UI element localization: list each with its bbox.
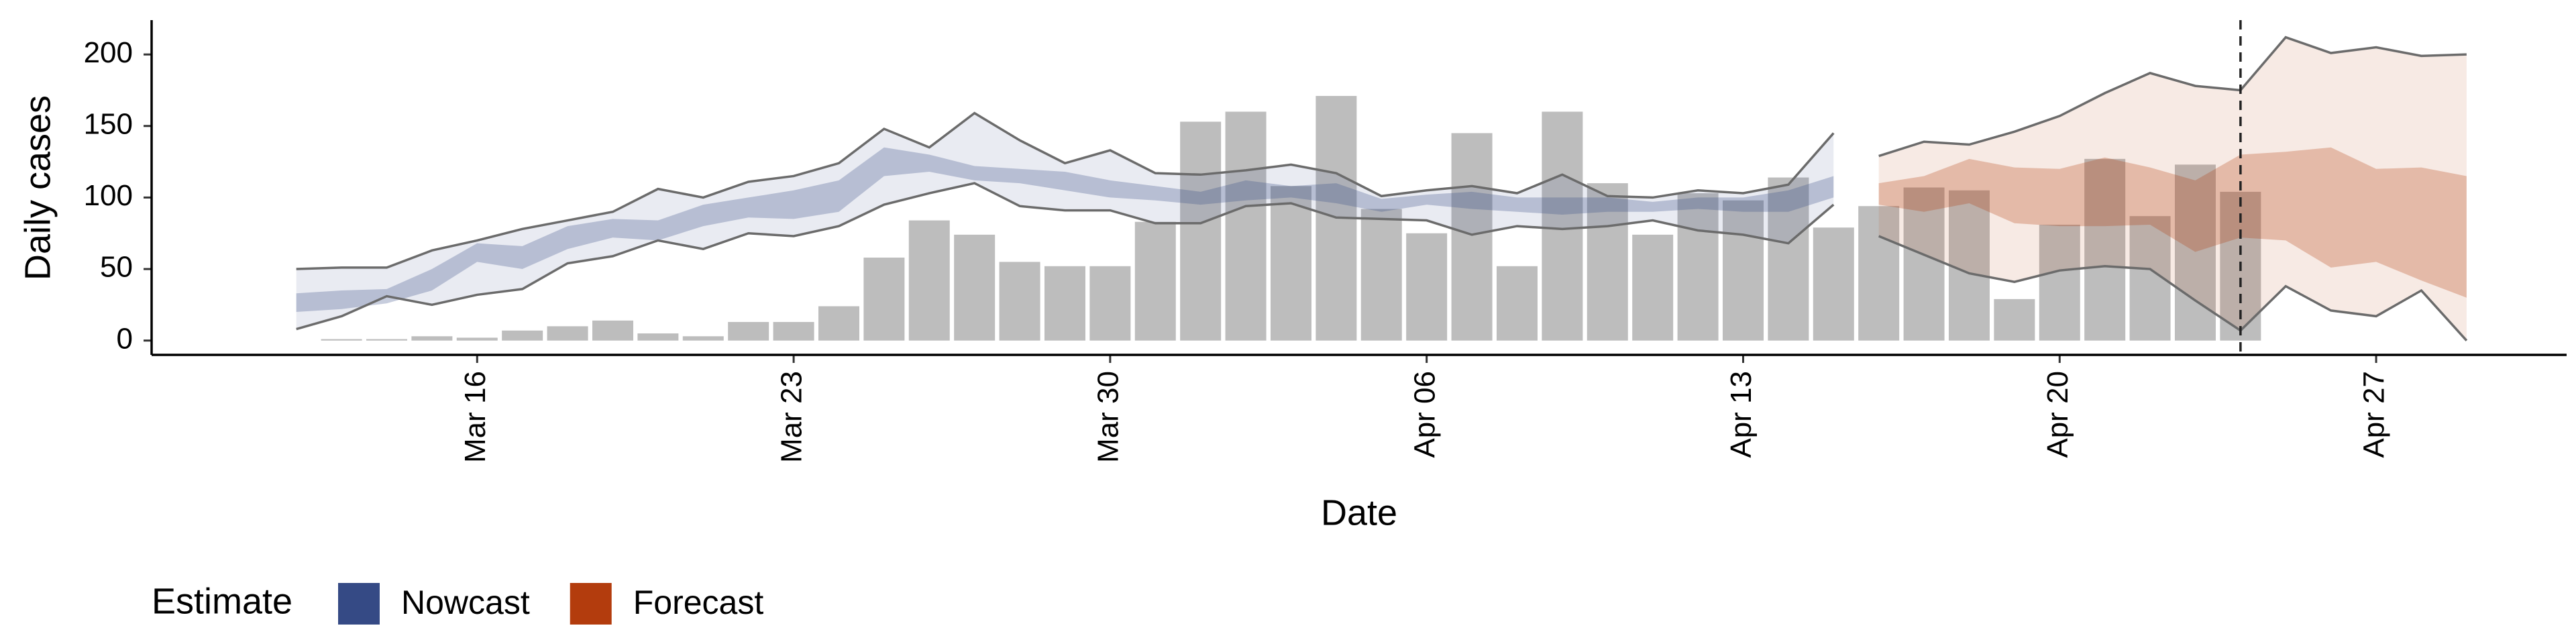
bar bbox=[1134, 221, 1176, 341]
bar bbox=[1903, 187, 1945, 341]
bar bbox=[637, 333, 679, 341]
bar bbox=[1406, 233, 1448, 341]
bar bbox=[999, 262, 1040, 341]
band-50 bbox=[1878, 147, 2467, 298]
bar bbox=[1225, 111, 1267, 341]
bar bbox=[1677, 193, 1719, 341]
y-tick-label: 100 bbox=[84, 179, 133, 212]
band-50 bbox=[296, 147, 1834, 313]
interval-line bbox=[1878, 36, 2467, 158]
bar bbox=[1948, 190, 1990, 341]
bar bbox=[1451, 133, 1493, 341]
y-tick-label: 0 bbox=[117, 322, 133, 355]
bar bbox=[592, 320, 633, 341]
interval-line bbox=[296, 182, 1835, 331]
bar bbox=[863, 257, 905, 341]
bar bbox=[1180, 121, 1222, 341]
bar bbox=[1813, 227, 1854, 341]
bar bbox=[2174, 164, 2216, 341]
x-axis-title: Date bbox=[1321, 492, 1397, 533]
x-tick-label: Mar 16 bbox=[459, 371, 492, 463]
bar bbox=[908, 220, 950, 341]
legend-label: Forecast bbox=[633, 584, 764, 621]
bar bbox=[682, 336, 724, 341]
bar bbox=[954, 234, 996, 341]
bar bbox=[1360, 209, 1402, 341]
bar bbox=[1632, 234, 1674, 341]
bar bbox=[502, 330, 543, 341]
band-90 bbox=[296, 113, 1834, 329]
bar bbox=[366, 339, 407, 341]
y-tick-label: 50 bbox=[100, 251, 133, 284]
bar bbox=[2039, 224, 2080, 341]
bar bbox=[1089, 266, 1131, 341]
y-tick-label: 200 bbox=[84, 36, 133, 69]
y-axis-title: Daily cases bbox=[17, 95, 58, 280]
x-tick-label: Mar 23 bbox=[775, 371, 808, 463]
x-tick-label: Apr 27 bbox=[2358, 371, 2391, 458]
bar bbox=[456, 337, 498, 341]
bar bbox=[1768, 177, 1809, 341]
bar bbox=[1722, 200, 1764, 341]
x-tick-label: Apr 20 bbox=[2041, 371, 2074, 458]
interval-line bbox=[296, 111, 1835, 270]
bar bbox=[1858, 206, 1900, 341]
legend-title: Estimate bbox=[152, 581, 292, 621]
bar bbox=[321, 339, 362, 341]
bar bbox=[1270, 186, 1311, 341]
bar bbox=[1496, 266, 1538, 341]
band-90 bbox=[1878, 37, 2467, 341]
bar bbox=[818, 306, 859, 341]
bar bbox=[1994, 299, 2035, 341]
bar bbox=[2084, 158, 2126, 341]
x-tick-label: Apr 06 bbox=[1408, 371, 1441, 458]
bar bbox=[411, 336, 453, 341]
x-tick-label: Apr 13 bbox=[1725, 371, 1758, 458]
legend-swatch bbox=[570, 583, 612, 625]
legend-swatch bbox=[338, 583, 380, 625]
bar bbox=[547, 326, 588, 341]
legend-label: Nowcast bbox=[401, 584, 530, 621]
y-tick-label: 150 bbox=[84, 107, 133, 140]
bar bbox=[728, 321, 769, 341]
bar bbox=[1587, 183, 1628, 341]
interval-line bbox=[1878, 235, 2468, 341]
bar bbox=[1044, 266, 1085, 341]
bar bbox=[1542, 111, 1583, 341]
x-tick-label: Mar 30 bbox=[1092, 371, 1125, 463]
bar bbox=[773, 321, 814, 341]
